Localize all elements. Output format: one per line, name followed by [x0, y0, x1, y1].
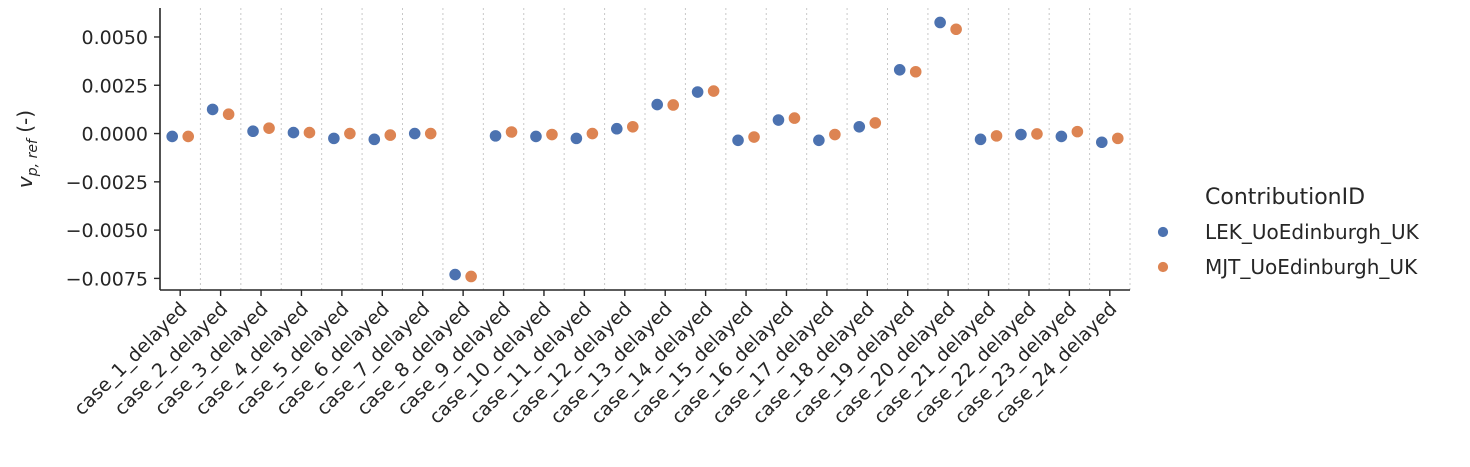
data-point: [545, 127, 559, 142]
data-point: [246, 124, 260, 138]
data-point: [165, 129, 179, 144]
data-point: [302, 125, 317, 140]
data-point: [1054, 129, 1068, 144]
legend: ContributionID LEK_UoEdinburgh_UK MJT_UoE…: [1157, 185, 1420, 279]
y-ticks: 0.0050 0.0025 0.0000 −0.0025 −0.0050 −0.0075: [66, 27, 160, 290]
legend-items: LEK_UoEdinburgh_UK MJT_UoEdinburgh_UK: [1157, 220, 1420, 279]
data-point: [327, 131, 341, 145]
y-tick-label: −0.0025: [66, 172, 148, 194]
data-point: [424, 126, 438, 141]
data-point: [1014, 127, 1028, 142]
data-point: [464, 269, 478, 284]
data-point: [787, 111, 802, 125]
data-point: [343, 126, 357, 141]
legend-title: ContributionID: [1205, 185, 1365, 210]
y-label-main: v: [13, 175, 37, 188]
legend-marker: [1157, 226, 1169, 238]
data-point: [1070, 125, 1084, 139]
y-label-suffix: (-): [13, 110, 37, 139]
data-point: [367, 132, 381, 146]
data-point: [771, 113, 786, 127]
legend-label: LEK_UoEdinburgh_UK: [1205, 220, 1420, 244]
data-point: [666, 98, 680, 112]
data-point: [707, 84, 721, 98]
data-point: [529, 129, 543, 144]
data-point: [408, 126, 422, 141]
axes: [159, 8, 1130, 291]
data-point: [973, 132, 988, 146]
data-point: [222, 107, 236, 121]
data-point: [448, 267, 462, 282]
data-point: [1030, 127, 1044, 141]
data-point: [504, 125, 519, 139]
data-point: [626, 120, 640, 134]
data-point: [585, 126, 599, 141]
legend-marker: [1157, 261, 1169, 273]
data-point: [262, 121, 276, 135]
data-point: [868, 116, 882, 130]
data-point: [1111, 131, 1125, 145]
data-point: [949, 22, 963, 36]
y-tick-label: 0.0050: [82, 27, 148, 49]
data-points: [165, 15, 1125, 284]
data-point: [206, 102, 220, 117]
x-ticks: case_1_delayedcase_2_delayedcase_3_delay…: [70, 290, 1121, 428]
y-label-subscript: p, ref: [25, 137, 41, 177]
y-tick-label: −0.0075: [66, 268, 148, 290]
data-point: [933, 15, 947, 30]
data-point: [383, 128, 397, 142]
data-point: [610, 122, 624, 136]
data-point: [747, 130, 761, 144]
data-point: [286, 125, 301, 140]
legend-label: MJT_UoEdinburgh_UK: [1205, 255, 1418, 279]
data-point: [828, 127, 842, 142]
y-tick-label: 0.0000: [82, 124, 148, 146]
data-point: [181, 129, 195, 144]
data-point: [650, 97, 664, 112]
y-axis-label: vp, ref (-): [13, 110, 41, 188]
data-point: [909, 65, 923, 79]
data-point: [852, 120, 866, 134]
data-point: [812, 133, 826, 147]
vertical-grid: [199, 8, 1131, 290]
data-point: [989, 129, 1004, 143]
data-point: [691, 85, 705, 99]
data-point: [893, 63, 907, 77]
y-tick-label: 0.0025: [82, 75, 148, 97]
data-point: [569, 131, 583, 145]
data-point: [488, 129, 503, 143]
y-tick-label: −0.0050: [66, 220, 148, 242]
data-point: [1095, 135, 1109, 149]
data-point: [731, 133, 745, 147]
